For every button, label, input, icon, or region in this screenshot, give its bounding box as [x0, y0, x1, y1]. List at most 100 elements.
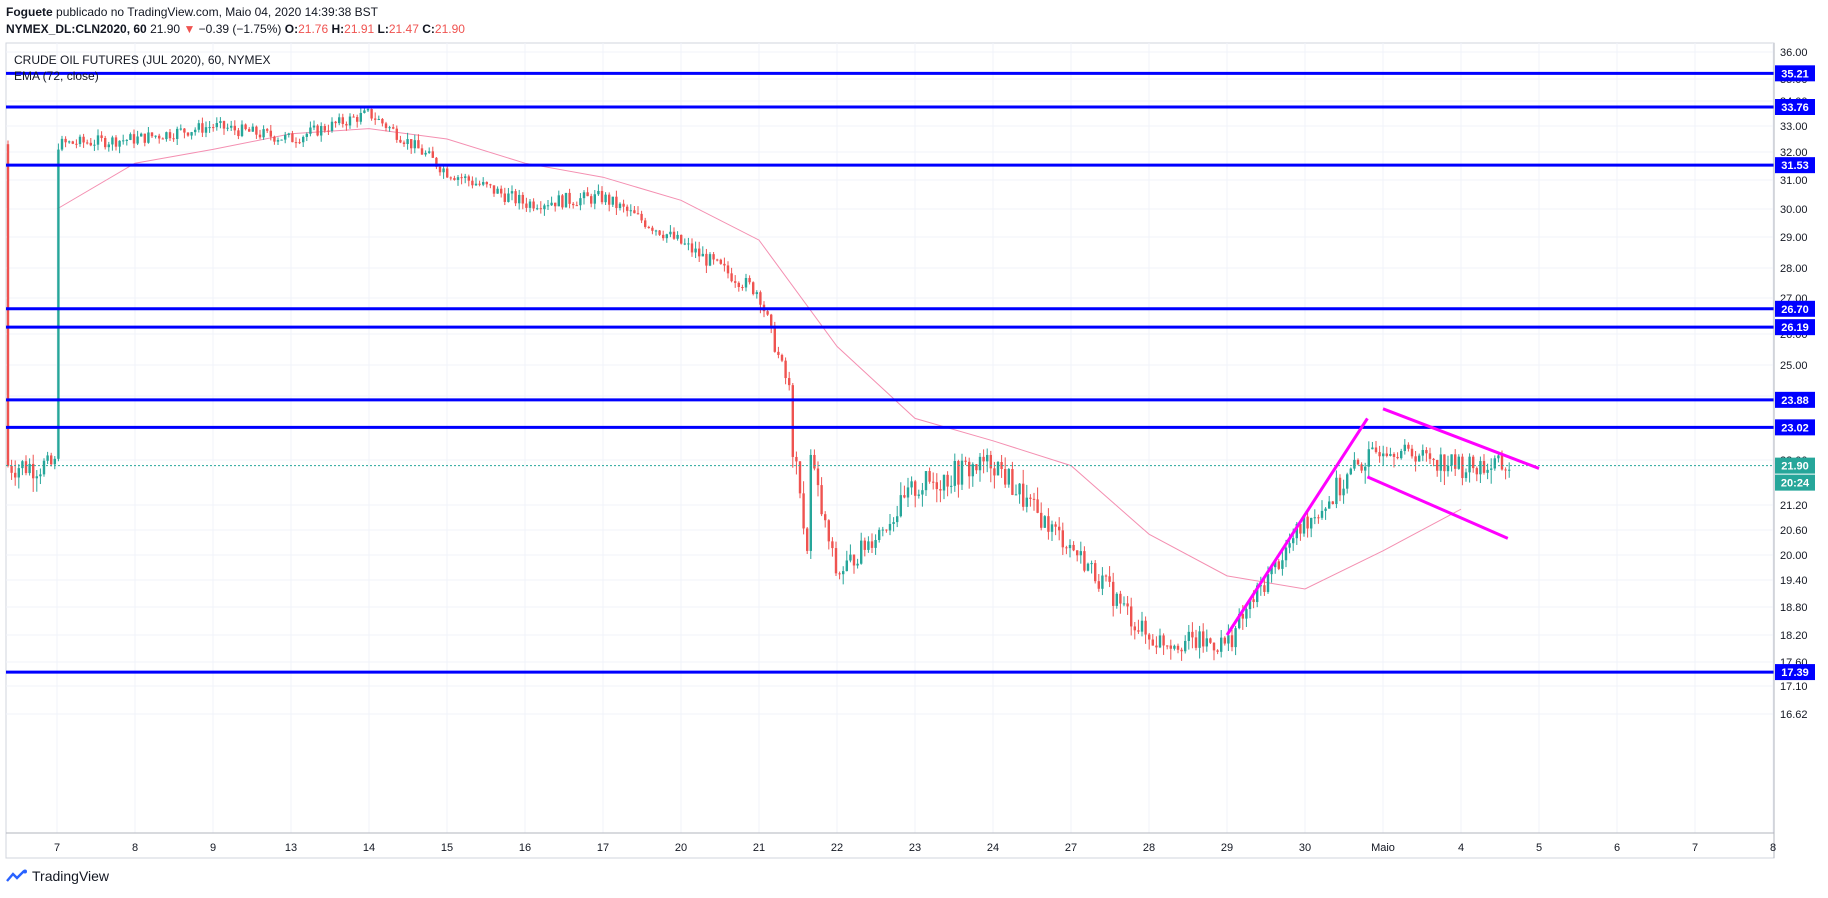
time-tick-label: 17	[597, 842, 609, 854]
candle-body	[748, 277, 751, 283]
candle-body	[1482, 461, 1486, 473]
candle-body	[881, 529, 884, 531]
time-tick-label: 7	[1692, 842, 1698, 854]
candle-body	[244, 124, 247, 130]
candle-body	[604, 194, 607, 203]
candle-body	[1270, 567, 1273, 575]
candle-body	[1310, 517, 1313, 529]
candle-body	[287, 133, 290, 135]
price-tick-label: 18.20	[1780, 630, 1808, 642]
time-axis[interactable]: 7 8 9 13 14 15 16 17 20 21 22 23 24 27 28 29 30 Maio 4 5 6 7 8	[54, 842, 1776, 854]
candle-body	[964, 460, 967, 462]
candle-body	[222, 121, 226, 129]
candle-body	[269, 130, 272, 137]
brand-name[interactable]: TradingView	[32, 868, 110, 884]
candle-body	[683, 243, 686, 245]
candle-body	[384, 123, 388, 128]
candle-body	[1144, 620, 1147, 635]
candle-body	[669, 231, 672, 235]
candle-body	[53, 458, 56, 465]
candle-body	[50, 455, 53, 465]
candle-body	[874, 539, 877, 548]
price-tick-label: 16.62	[1780, 709, 1808, 721]
candle-body	[100, 135, 103, 139]
candle-body	[1169, 645, 1172, 649]
candle-body	[122, 140, 125, 142]
candle-body	[1187, 631, 1190, 641]
candle-body	[230, 125, 233, 128]
candle-body	[1018, 483, 1021, 495]
candle-body	[1043, 516, 1046, 528]
candle-body	[1425, 450, 1428, 454]
candle-body	[928, 471, 931, 482]
candle-body	[1065, 547, 1068, 549]
candle-body	[258, 134, 262, 138]
candle-body	[352, 116, 355, 118]
publish-line: Foguete publicado no TradingView.com, Ma…	[6, 4, 465, 21]
candle-body	[726, 265, 730, 274]
candle-body	[957, 461, 960, 485]
candle-body	[1050, 524, 1054, 532]
candle-body	[888, 523, 892, 531]
candle-body	[550, 202, 553, 206]
candle-body	[1360, 464, 1363, 471]
candle-body	[1446, 465, 1450, 472]
candle-body	[752, 282, 755, 295]
candle-body	[1500, 455, 1504, 470]
candle-body	[1486, 469, 1489, 473]
candle-body	[96, 135, 100, 145]
candle-body	[395, 128, 398, 140]
candle-body	[1194, 637, 1198, 648]
candle-body	[35, 476, 38, 479]
candle-body	[1061, 530, 1064, 548]
candle-body	[615, 196, 618, 209]
candle-body	[593, 194, 596, 204]
candle-body	[1234, 628, 1237, 648]
candle-body	[1288, 543, 1291, 548]
candle-body	[842, 571, 845, 575]
candle-body	[1112, 581, 1115, 606]
candle-body	[240, 124, 244, 137]
candle-body	[377, 118, 380, 120]
candle-body	[154, 135, 157, 137]
publisher-name[interactable]: Foguete	[6, 5, 53, 19]
price-axis[interactable]: 36.0035.0034.0033.0032.0031.0030.0029.00…	[1780, 47, 1808, 721]
candle-body	[208, 127, 211, 129]
candle-body	[1054, 524, 1057, 527]
candle-body	[1133, 626, 1136, 631]
close-label: C:	[422, 22, 435, 36]
candle-body	[600, 190, 604, 203]
candle-body	[1382, 453, 1385, 457]
candle-body	[1403, 444, 1406, 451]
candle-body	[1385, 453, 1388, 456]
candle-body	[341, 117, 344, 124]
level-price-text: 31.53	[1781, 160, 1809, 172]
candle-body	[86, 142, 89, 144]
time-tick-label: 5	[1536, 842, 1542, 854]
time-tick-label: 6	[1614, 842, 1620, 854]
candle-body	[215, 123, 218, 128]
candle-body	[327, 130, 330, 132]
legend-indicator[interactable]: EMA (72, close)	[14, 69, 99, 83]
symbol-line: NYMEX_DL:CLN2020, 60	[6, 22, 147, 36]
candle-body	[1101, 575, 1104, 589]
candle-body	[140, 133, 143, 137]
candles-layer	[6, 106, 1511, 661]
candle-body	[1126, 603, 1129, 607]
candle-body	[827, 520, 830, 542]
candle-body	[410, 139, 413, 149]
candle-body	[42, 460, 46, 475]
candle-body	[766, 311, 769, 315]
time-tick-label: 14	[363, 842, 375, 854]
pattern-upper-trend-line	[1382, 407, 1540, 470]
candle-body	[730, 273, 733, 282]
candle-body	[446, 168, 449, 178]
candle-body	[114, 137, 118, 147]
candle-body	[500, 188, 503, 194]
time-tick-label: 8	[132, 842, 138, 854]
candle-body	[438, 166, 442, 173]
price-tick-label: 21.20	[1780, 500, 1808, 512]
candle-body	[14, 472, 17, 478]
candle-body	[863, 540, 866, 550]
